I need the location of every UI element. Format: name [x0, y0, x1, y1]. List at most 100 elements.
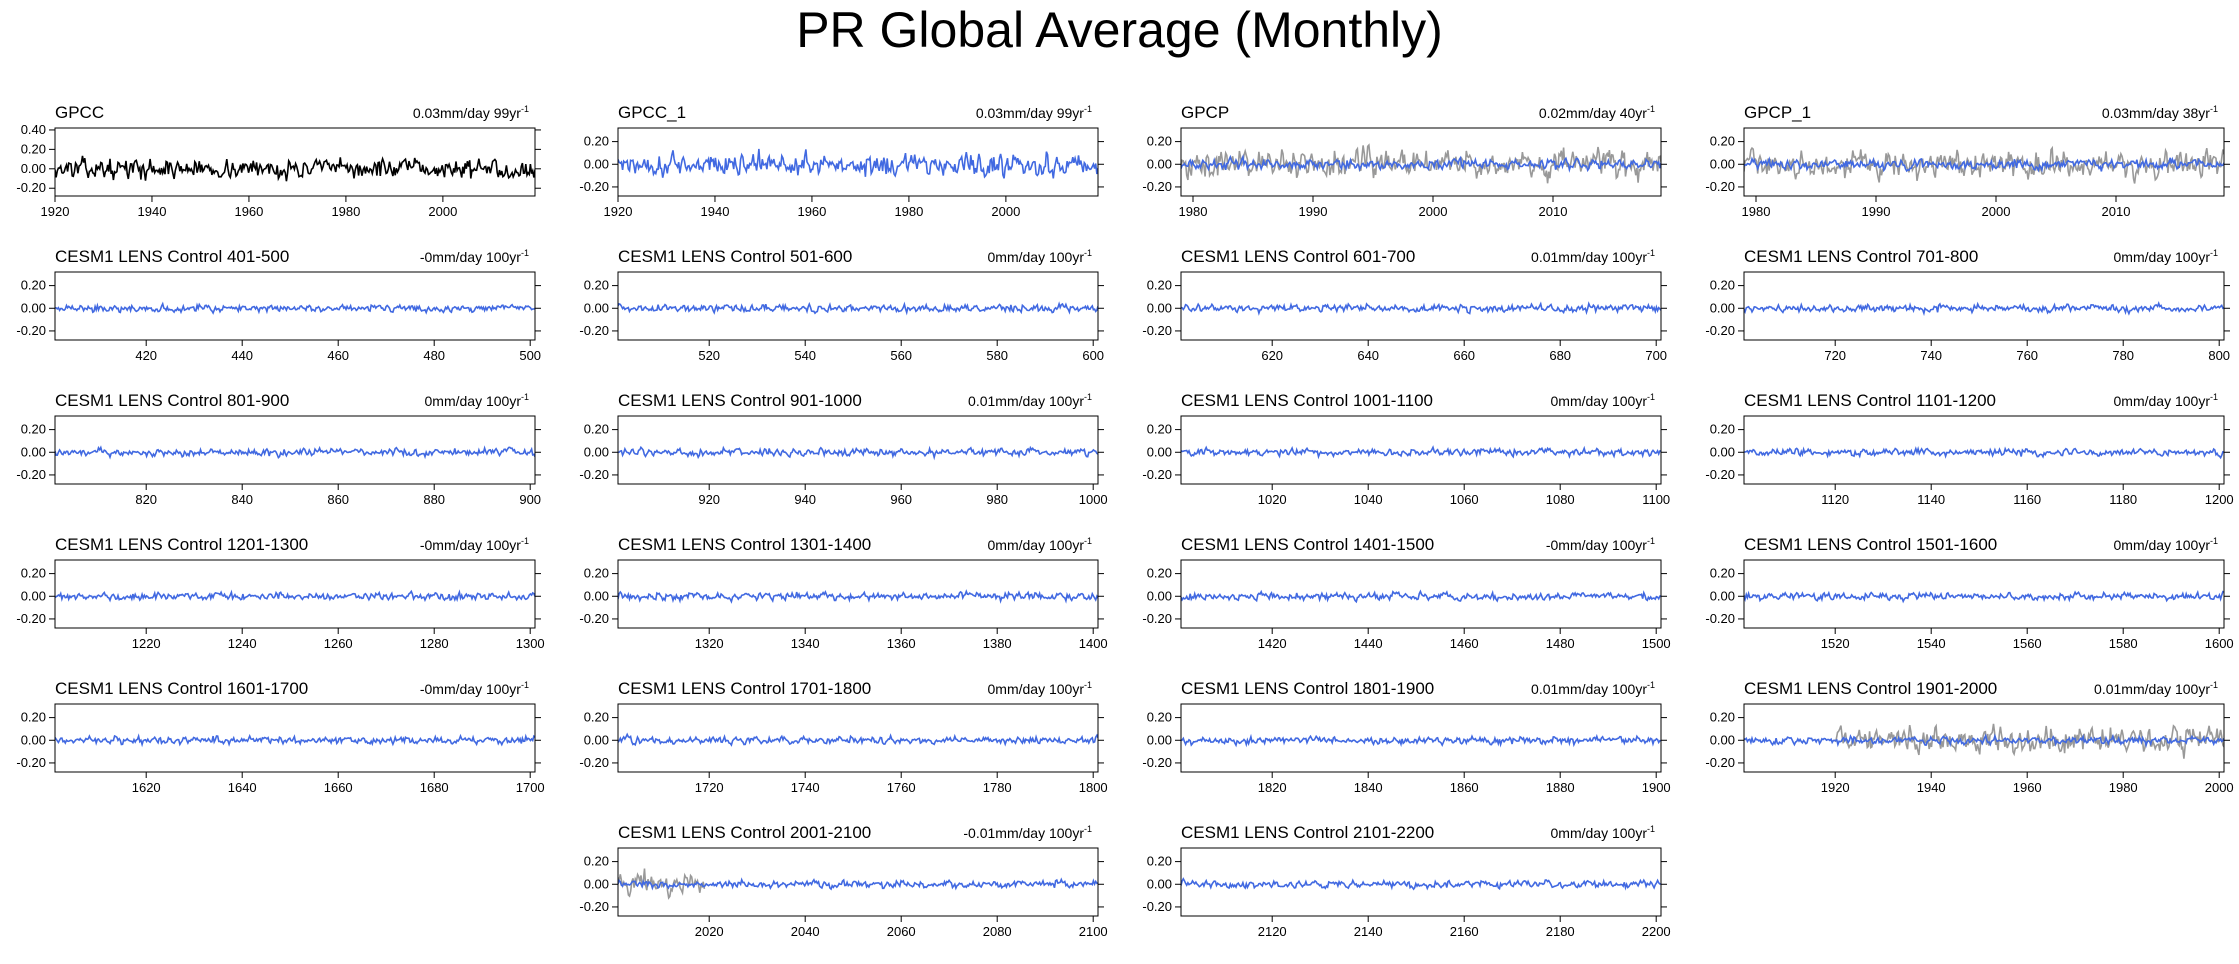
plot-frame — [1180, 271, 1662, 341]
plot-frame — [54, 703, 536, 773]
trend-label: 0.03mm/day 99yr-1 — [413, 104, 529, 121]
x-tick-label: 1540 — [1917, 636, 1946, 651]
x-tick-label: 2100 — [1079, 924, 1108, 939]
y-tick-label: 0.40 — [21, 122, 46, 137]
plot-frame — [1180, 127, 1662, 197]
panel-title: CESM1 LENS Control 1501-1600 — [1744, 535, 1997, 554]
x-tick-label: 640 — [1357, 348, 1379, 363]
x-tick-label: 460 — [327, 348, 349, 363]
x-tick-label: 1500 — [1642, 636, 1671, 651]
x-tick-label: 1160 — [2013, 492, 2041, 507]
trend-label: 0.01mm/day 100yr-1 — [1531, 680, 1655, 697]
series-line — [1181, 445, 1661, 460]
panel-title: CESM1 LENS Control 701-800 — [1744, 247, 1978, 266]
x-tick-label: 2000 — [991, 204, 1020, 219]
series-line — [1744, 589, 2224, 604]
y-tick-label: 0.00 — [1710, 156, 1735, 171]
y-tick-label: 0.00 — [21, 161, 46, 176]
x-tick-label: 1920 — [41, 204, 70, 219]
panel-title: GPCC_1 — [618, 103, 686, 122]
y-tick-label: -0.20 — [1142, 179, 1172, 194]
x-tick-label: 1580 — [2109, 636, 2138, 651]
y-tick-label: 0.00 — [1710, 732, 1735, 747]
y-tick-label: 0.20 — [21, 422, 46, 437]
y-tick-label: 0.00 — [1147, 588, 1172, 603]
panel-title: CESM1 LENS Control 1301-1400 — [618, 535, 871, 554]
x-tick-label: 1980 — [2109, 780, 2138, 795]
y-tick-label: 0.20 — [1147, 710, 1172, 725]
trend-label: 0mm/day 100yr-1 — [2114, 248, 2219, 265]
chart-panel: CESM1 LENS Control 1701-1800 0mm/day 100y… — [579, 679, 1107, 795]
trend-label: 0mm/day 100yr-1 — [988, 248, 1093, 265]
x-tick-label: 1640 — [228, 780, 257, 795]
x-tick-label: 740 — [1920, 348, 1942, 363]
x-tick-label: 1240 — [228, 636, 257, 651]
x-tick-label: 1780 — [983, 780, 1012, 795]
series-line — [1181, 589, 1661, 604]
y-tick-label: -0.20 — [1705, 611, 1735, 626]
y-tick-label: -0.20 — [16, 180, 46, 195]
x-tick-label: 660 — [1453, 348, 1475, 363]
y-tick-label: 0.20 — [584, 854, 609, 869]
x-tick-label: 2160 — [1450, 924, 1479, 939]
y-tick-label: 0.20 — [1147, 134, 1172, 149]
y-tick-label: -0.20 — [1705, 755, 1735, 770]
trend-label: 0mm/day 100yr-1 — [2114, 392, 2219, 409]
series-line — [1744, 156, 2224, 173]
plot-frame — [1743, 127, 2225, 197]
y-tick-label: 0.00 — [21, 300, 46, 315]
trend-label: 0.01mm/day 100yr-1 — [2094, 680, 2218, 697]
plot-frame — [1180, 703, 1662, 773]
plot-frame — [54, 415, 536, 485]
x-tick-label: 1600 — [2205, 636, 2234, 651]
y-tick-label: -0.20 — [16, 755, 46, 770]
y-tick-label: 0.20 — [1147, 422, 1172, 437]
y-tick-label: -0.20 — [16, 323, 46, 338]
chart-panel: CESM1 LENS Control 1401-1500 -0mm/day 100… — [1142, 535, 1670, 651]
x-tick-label: 1680 — [420, 780, 449, 795]
x-tick-label: 820 — [135, 492, 157, 507]
series-line — [55, 155, 535, 182]
trend-label: 0.02mm/day 40yr-1 — [1539, 104, 1655, 121]
x-tick-label: 1620 — [132, 780, 161, 795]
chart-panel: CESM1 LENS Control 1001-1100 0mm/day 100y… — [1142, 391, 1670, 507]
y-tick-label: 0.20 — [1147, 566, 1172, 581]
chart-panel: CESM1 LENS Control 801-900 0mm/day 100yr-… — [16, 391, 541, 507]
y-tick-label: -0.20 — [579, 179, 609, 194]
y-tick-label: 0.20 — [584, 422, 609, 437]
x-tick-label: 1920 — [604, 204, 633, 219]
trend-label: 0mm/day 100yr-1 — [425, 392, 530, 409]
panel-title: CESM1 LENS Control 1201-1300 — [55, 535, 308, 554]
chart-panel: CESM1 LENS Control 1901-2000 0.01mm/day 1… — [1705, 679, 2233, 795]
x-tick-label: 1220 — [132, 636, 161, 651]
series-line — [55, 445, 535, 460]
y-tick-label: 0.20 — [584, 710, 609, 725]
trend-label: -0mm/day 100yr-1 — [420, 536, 529, 553]
trend-label: -0mm/day 100yr-1 — [420, 680, 529, 697]
x-tick-label: 1420 — [1258, 636, 1287, 651]
series-line — [618, 301, 1098, 316]
series-line — [618, 589, 1098, 604]
y-tick-label: -0.20 — [579, 755, 609, 770]
y-tick-label: -0.20 — [1142, 323, 1172, 338]
plot-frame — [617, 559, 1099, 629]
series-line — [1181, 877, 1661, 891]
series-line — [618, 732, 1098, 747]
plot-frame — [1743, 559, 2225, 629]
y-tick-label: 0.20 — [21, 141, 46, 156]
x-tick-label: 420 — [135, 348, 157, 363]
panel-title: CESM1 LENS Control 1801-1900 — [1181, 679, 1434, 698]
trend-label: 0mm/day 100yr-1 — [2114, 536, 2219, 553]
y-tick-label: 0.00 — [1147, 300, 1172, 315]
x-tick-label: 2080 — [983, 924, 1012, 939]
y-tick-label: 0.20 — [21, 278, 46, 293]
y-tick-label: 0.00 — [584, 156, 609, 171]
chart-panel: CESM1 LENS Control 2001-2100 -0.01mm/day … — [579, 823, 1107, 939]
panel-title: CESM1 LENS Control 801-900 — [55, 391, 289, 410]
x-tick-label: 2000 — [428, 204, 457, 219]
x-tick-label: 540 — [794, 348, 816, 363]
trend-label: -0mm/day 100yr-1 — [420, 248, 529, 265]
panel-title: GPCP_1 — [1744, 103, 1811, 122]
plot-frame — [617, 127, 1099, 197]
